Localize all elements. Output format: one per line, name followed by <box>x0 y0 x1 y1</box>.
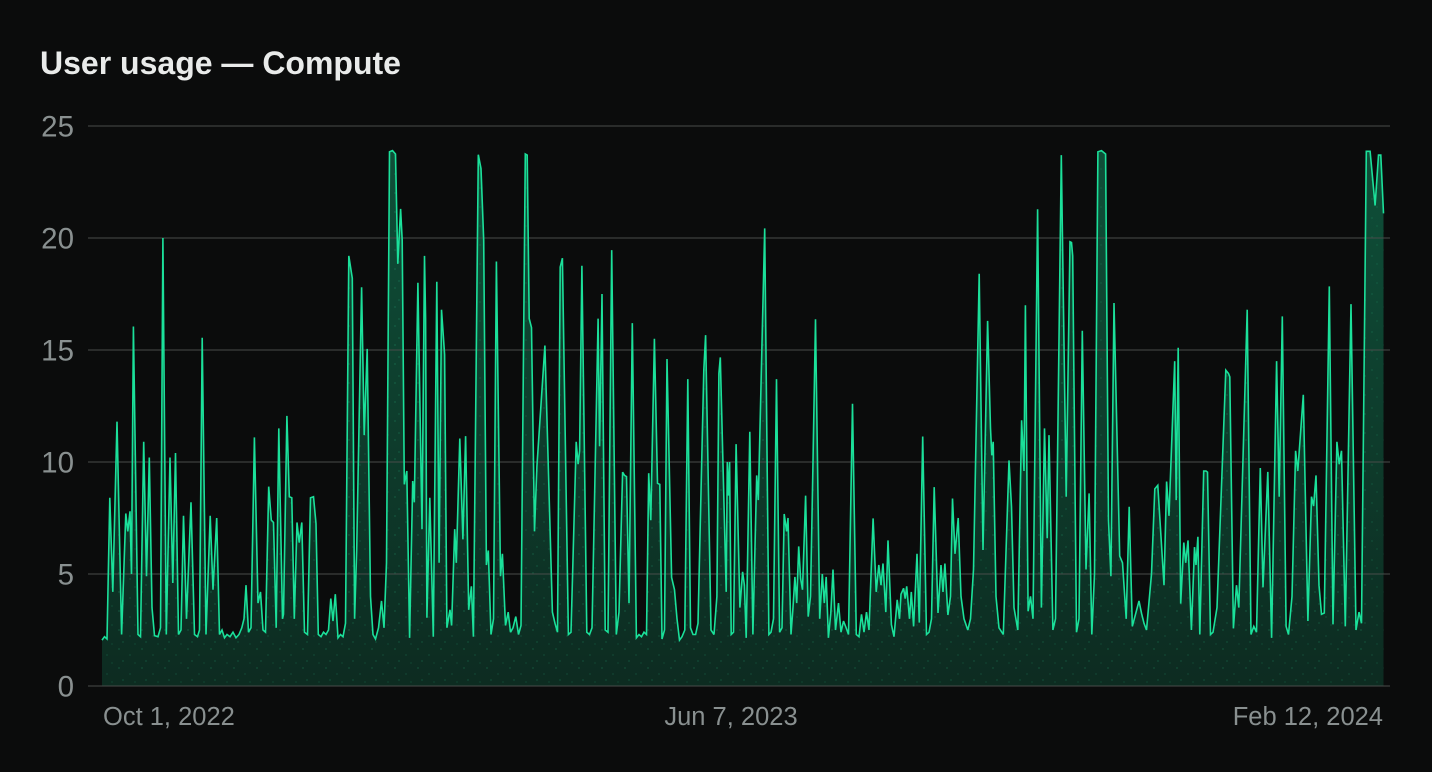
svg-text:Jun 7, 2023: Jun 7, 2023 <box>664 703 797 731</box>
svg-text:Oct 1, 2022: Oct 1, 2022 <box>103 703 235 731</box>
svg-text:Feb 12, 2024: Feb 12, 2024 <box>1233 703 1383 731</box>
svg-text:25: 25 <box>41 111 74 144</box>
svg-text:20: 20 <box>41 223 74 256</box>
svg-text:0: 0 <box>58 671 74 704</box>
svg-text:5: 5 <box>58 559 74 592</box>
svg-text:15: 15 <box>41 335 74 368</box>
svg-text:User usage — Compute: User usage — Compute <box>40 45 401 81</box>
svg-text:10: 10 <box>41 447 74 480</box>
